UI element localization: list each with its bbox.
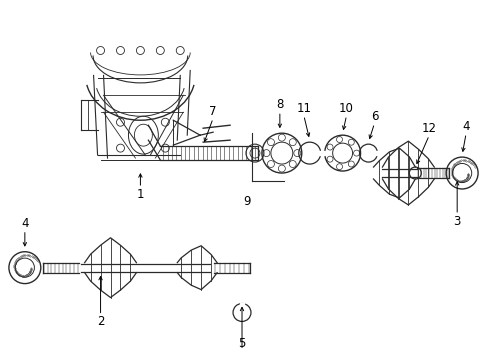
- Text: 4: 4: [21, 217, 28, 230]
- Text: 5: 5: [238, 337, 245, 350]
- Text: 2: 2: [97, 315, 104, 328]
- Text: 7: 7: [209, 105, 217, 118]
- Text: 6: 6: [370, 110, 378, 123]
- Text: 9: 9: [243, 195, 250, 208]
- Polygon shape: [375, 151, 381, 155]
- Text: 8: 8: [276, 98, 283, 111]
- Text: 1: 1: [136, 188, 144, 201]
- Polygon shape: [240, 302, 244, 309]
- Text: 10: 10: [339, 102, 353, 115]
- Text: 11: 11: [296, 102, 311, 115]
- Text: 4: 4: [462, 120, 469, 133]
- Text: 12: 12: [421, 122, 436, 135]
- Polygon shape: [318, 151, 324, 155]
- Text: 3: 3: [452, 215, 460, 228]
